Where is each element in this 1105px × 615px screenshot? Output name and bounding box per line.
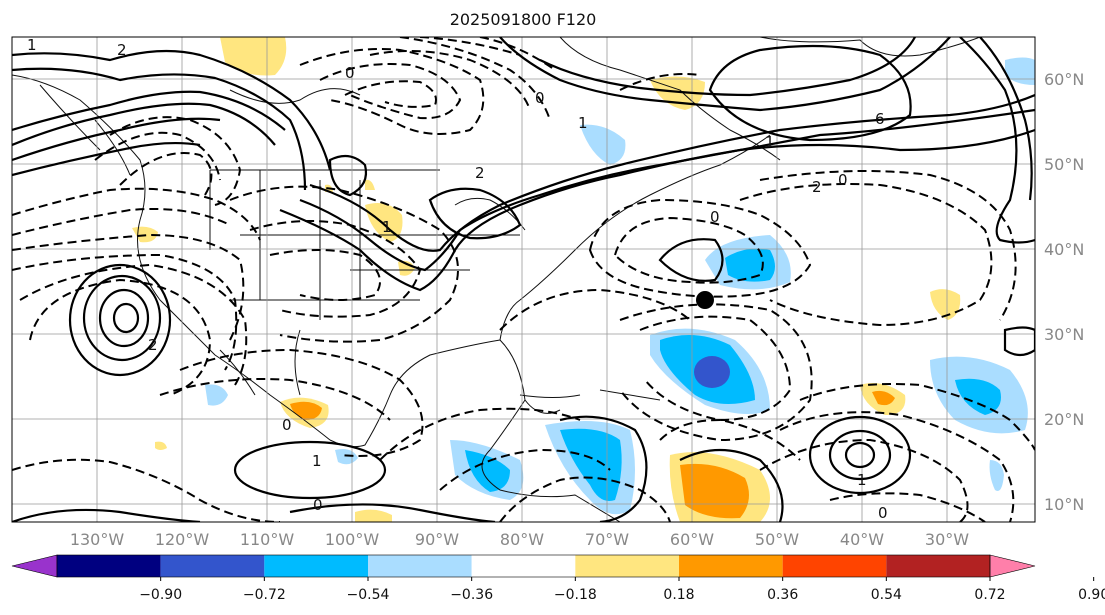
lat-label: 30°N [1044,325,1084,344]
contour-label: 1 [765,133,775,151]
contour-label: 1 [312,452,322,470]
contour-label: 2 [475,164,485,182]
contour-label: 0 [345,64,355,82]
colorbar-tick-label: 0.18 [663,587,694,603]
colorbar-segment [886,555,990,577]
graticule [12,37,1035,522]
colorbar-segment [264,555,368,577]
colorbar-border [56,554,991,578]
colorbar-tick-label: −0.18 [554,587,597,603]
lat-label: 50°N [1044,155,1084,174]
contour-label: 1 [578,114,588,132]
lon-label: 120°W [155,530,210,549]
colorbar-tick-label: −0.36 [450,587,493,603]
contour-label: 2 [117,41,127,59]
colorbar-ticks: −0.90 −0.72 −0.54 −0.36 −0.18 0.18 0.36 0.54 0.7… [139,577,1105,603]
map-frame [11,36,1036,523]
colorbar-tick-label: −0.54 [347,587,390,603]
colorbar-segments [11,554,1036,578]
colorbar-tick-label: 0.72 [974,587,1005,603]
lon-label: 130°W [70,530,125,549]
colorbar-segment [782,555,887,577]
contour-label: 2 [812,178,822,196]
anomaly-shading [132,37,1035,522]
contour-label: 6 [875,110,885,128]
longitude-axis: 130°W 120°W 110°W 100°W 90°W 80°W 70°W 6… [70,530,969,549]
colorbar-tick-label: 0.90 [1078,587,1105,603]
dashed-contours [12,37,1035,522]
solid-contours [12,37,1035,522]
lat-label: 40°N [1044,240,1084,259]
contour-label: 2 [148,336,158,354]
lon-label: 50°W [755,530,799,549]
map-title: 2025091800 F120 [449,10,597,29]
lat-label: 20°N [1044,410,1084,429]
colorbar-arrow-high [989,554,1036,578]
colorbar: −0.90 −0.72 −0.54 −0.36 −0.18 0.18 0.36 0.54 0.7… [11,554,1105,603]
contour-label: 1 [382,218,392,236]
lon-label: 30°W [925,530,969,549]
lon-label: 100°W [325,530,380,549]
storm-center-marker [696,291,714,309]
contour-label: 0 [838,171,848,189]
colorbar-arrow-low [11,554,58,578]
colorbar-tick-label: −0.72 [243,587,286,603]
map-canvas: 1 2 0 1 2 0 1 0 2 0 1 6 2 0 1 0 1 0 [12,36,1035,522]
contour-label: 1 [27,36,37,54]
contour-label: 0 [313,496,323,514]
lon-label: 90°W [415,530,459,549]
contour-label: 1 [857,471,867,489]
lon-label: 40°W [840,530,884,549]
lon-label: 110°W [240,530,295,549]
colorbar-segment [679,555,783,577]
contour-label: 0 [878,504,888,522]
colorbar-segment [471,555,576,577]
lat-label: 60°N [1044,70,1084,89]
colorbar-segment [575,555,679,577]
lat-label: 10°N [1044,495,1084,514]
coastlines [12,37,981,522]
contour-label: 0 [282,416,292,434]
colorbar-tick-label: 0.54 [871,587,902,603]
lon-label: 70°W [585,530,629,549]
colorbar-segment [160,555,265,577]
contour-label: 0 [535,89,545,107]
colorbar-tick-label: 0.36 [767,587,798,603]
contour-label: 0 [710,208,720,226]
latitude-axis: 60°N 50°N 40°N 30°N 20°N 10°N [1044,70,1084,514]
lon-label: 80°W [500,530,544,549]
colorbar-segment [57,555,161,577]
colorbar-segment [368,555,472,577]
lon-label: 60°W [670,530,714,549]
contour-label-group: 1 2 0 1 2 0 1 0 2 0 1 6 2 0 1 0 1 0 [27,36,888,522]
colorbar-tick-label: −0.90 [139,587,182,603]
